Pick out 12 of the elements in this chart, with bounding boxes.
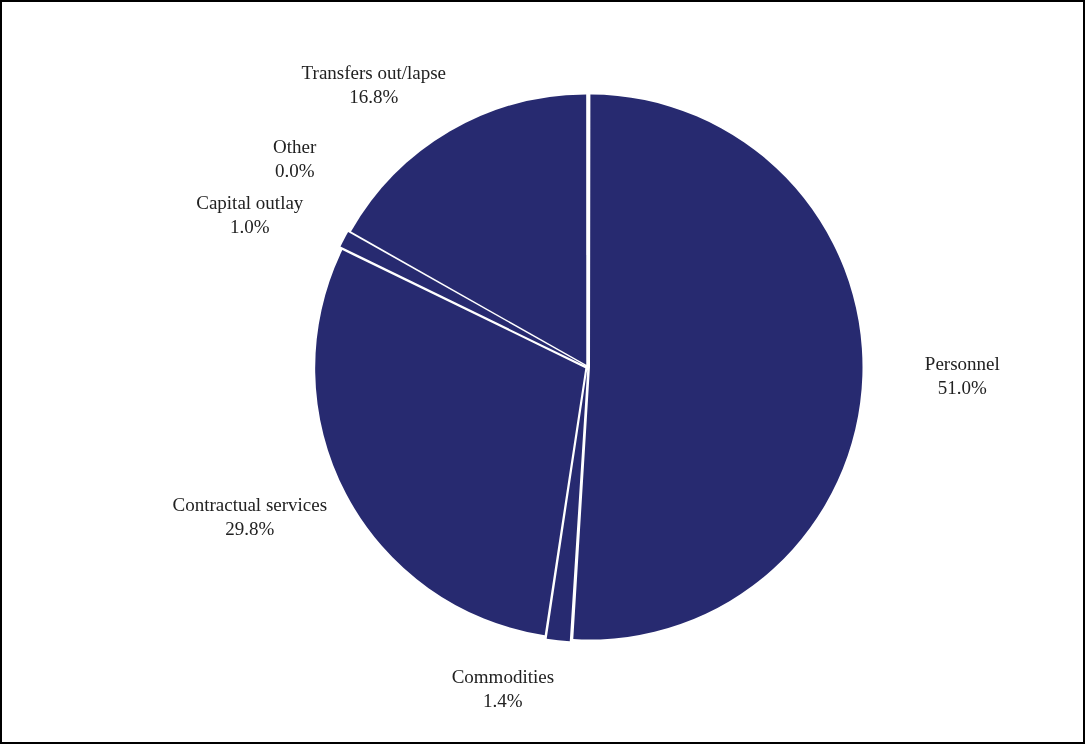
data-label: 1.0% [230,215,270,237]
slice-label: Transfers out/lapse [301,62,447,84]
data-label: 51.0% [937,377,988,399]
data-label: 16.8% [349,86,399,108]
slice-label: Personnel [924,353,1000,375]
slice-label: Contractual services [172,494,328,516]
slice-label: Commodities [451,666,555,688]
text: 0.0% [274,159,315,181]
slice-label: Capital outlay [196,191,304,213]
data-label: 1.4% [483,690,523,712]
data-label: 29.8% [225,518,275,540]
category-label: Other [273,135,317,157]
